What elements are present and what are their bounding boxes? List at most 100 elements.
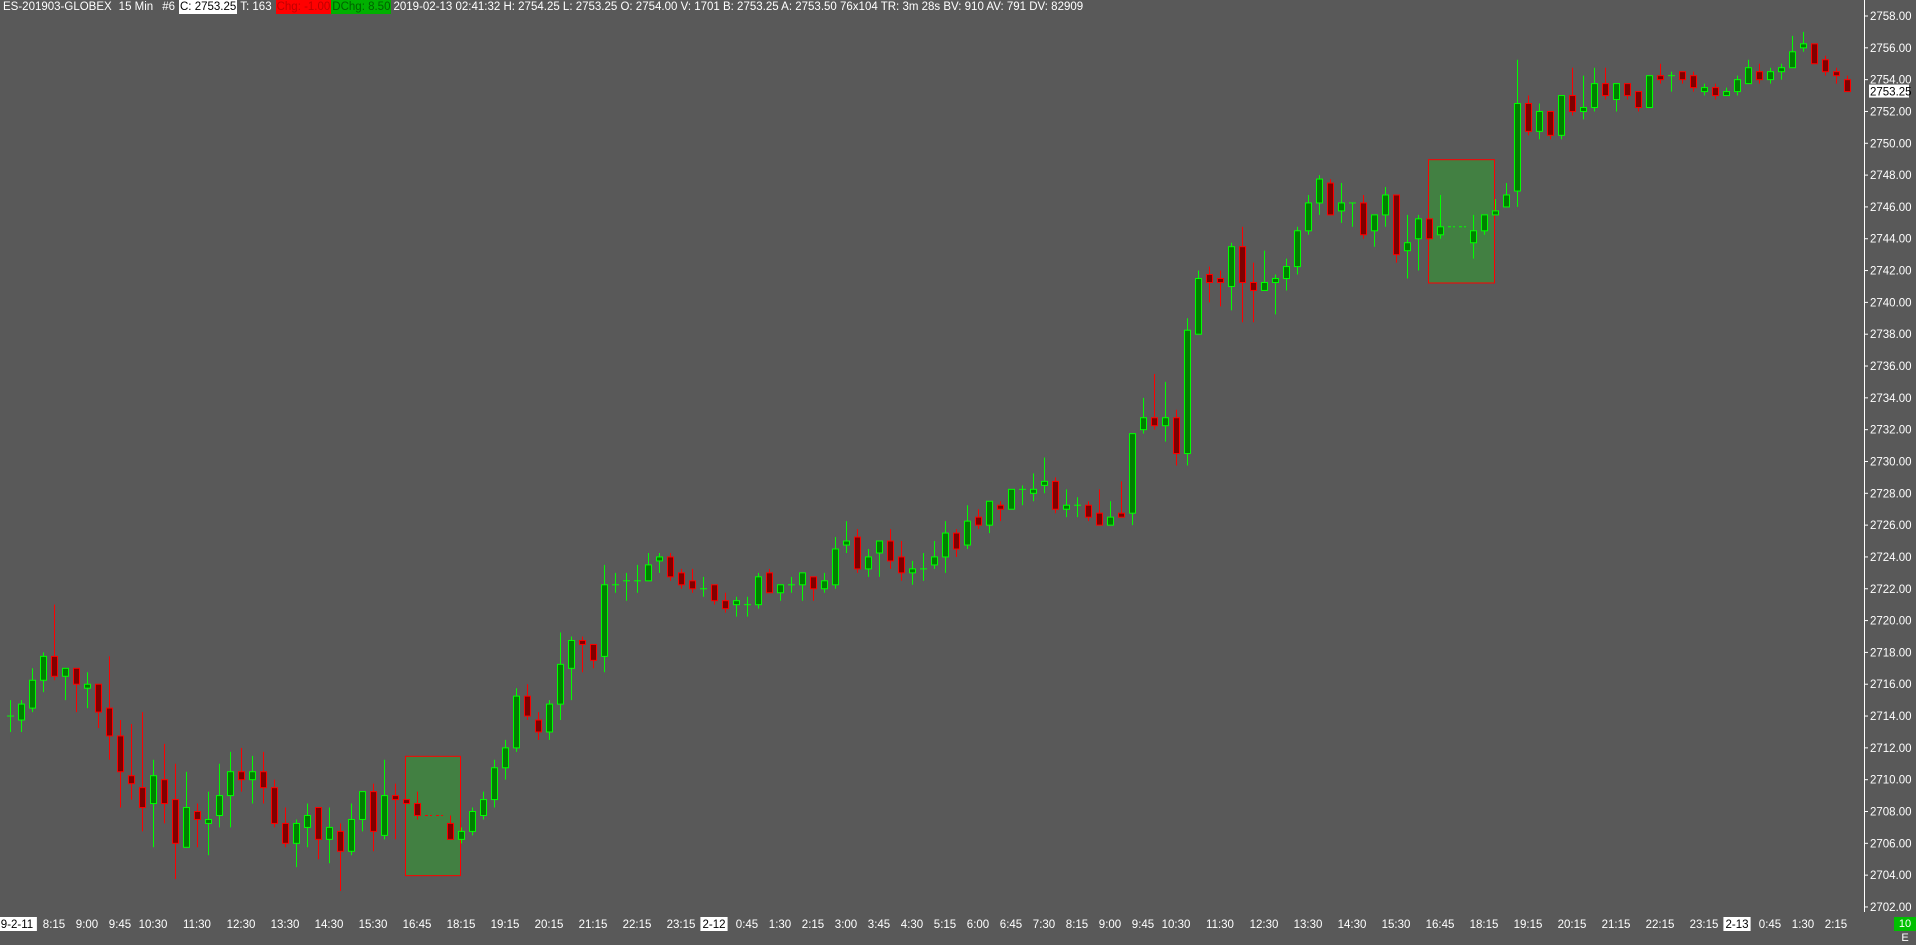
candle: [337, 823, 344, 892]
candle: [293, 819, 300, 868]
candle: [1217, 270, 1224, 307]
candle: [579, 636, 586, 673]
candle-body: [216, 795, 223, 816]
candle: [667, 552, 674, 581]
price-tick-label: 2728.00: [1870, 488, 1912, 500]
candle-body: [1294, 230, 1301, 268]
time-label: 7:30: [1033, 919, 1055, 931]
candle-body: [1536, 110, 1543, 132]
candle-body: [1646, 75, 1653, 108]
candle: [942, 521, 949, 573]
candle-body: [1008, 488, 1015, 510]
candle-body: [1679, 71, 1686, 81]
candle-body: [1360, 202, 1367, 236]
candle: [1173, 409, 1180, 466]
time-label: 18:15: [1470, 919, 1499, 931]
candle: [1096, 489, 1103, 526]
candle: [1591, 67, 1598, 112]
candle-body: [73, 667, 80, 685]
candle-body: [942, 532, 949, 558]
candle: [183, 771, 190, 848]
price-tick-label: 2704.00: [1870, 870, 1912, 882]
candle: [172, 763, 179, 880]
chart-number: #6: [162, 1, 175, 13]
price-tick-label: 2734.00: [1870, 393, 1912, 405]
candle-body: [1690, 75, 1697, 89]
candle-body: [777, 584, 784, 594]
candle-body: [865, 556, 872, 570]
price-tick-label: 2738.00: [1870, 329, 1912, 341]
candle: [315, 807, 322, 860]
candle-body: [1712, 87, 1719, 97]
candle: [106, 656, 113, 760]
time-label: 22:15: [623, 919, 652, 931]
candle-body: [1525, 103, 1532, 132]
time-label: 10:30: [139, 919, 168, 931]
candle-body: [513, 695, 520, 749]
candle: [1327, 179, 1334, 216]
candle-body: [1811, 43, 1818, 65]
candle-body: [1800, 43, 1807, 49]
candle: [1404, 214, 1411, 279]
candle: [1162, 381, 1169, 442]
candle: [1602, 67, 1609, 100]
candle: [1613, 83, 1620, 112]
candle-body: [128, 775, 135, 785]
candle: [95, 683, 102, 728]
candle: [40, 652, 47, 693]
candle-body: [458, 830, 465, 840]
time-axis[interactable]: 9-2-11 8:15 9:00 9:45 10:30 11:30 12:30 13:30 14…: [0, 917, 1847, 931]
candle-body: [480, 799, 487, 816]
candle: [1206, 266, 1213, 303]
candle: [502, 739, 509, 780]
price-tick-label: 2732.00: [1870, 425, 1912, 437]
candle-body: [1096, 512, 1103, 526]
candle-body: [1173, 417, 1180, 455]
candle-body: [579, 639, 586, 645]
candle: [909, 560, 916, 585]
candle-body: [183, 807, 190, 848]
date-label-box: [0, 917, 37, 931]
candle: [1250, 262, 1257, 323]
candle: [1382, 187, 1389, 227]
time-label: 0:45: [1759, 919, 1781, 931]
candle-body: [1657, 75, 1664, 81]
candle: [1272, 274, 1279, 315]
time-label: 6:45: [1000, 919, 1022, 931]
candle: [1514, 59, 1521, 207]
candle-body: [975, 516, 982, 526]
candle-body: [1778, 67, 1785, 73]
price-axis[interactable]: 2702.00 2704.00 2706.00 2708.00 2710.00 2712.…: [1864, 0, 1912, 914]
time-label: 8:15: [43, 919, 65, 931]
price-tick-label: 2736.00: [1870, 361, 1912, 373]
candle: [634, 564, 641, 593]
candle: [920, 552, 927, 581]
candle-body: [1470, 230, 1477, 244]
candle-body: [1052, 480, 1059, 510]
candle: [7, 700, 14, 732]
price-tick-label: 2746.00: [1870, 202, 1912, 214]
candle-body: [876, 540, 883, 554]
candle-body: [1338, 202, 1345, 212]
candle-body: [1250, 281, 1257, 291]
candle: [546, 700, 553, 740]
candle-body: [1305, 202, 1312, 232]
price-tick-label: 2730.00: [1870, 456, 1912, 468]
candle-body: [524, 695, 531, 717]
price-tick-label: 2726.00: [1870, 520, 1912, 532]
candle-body: [887, 540, 894, 562]
candle-body: [249, 771, 256, 781]
candle: [1525, 95, 1532, 136]
candle: [117, 720, 124, 808]
candle: [1712, 83, 1719, 100]
price-tick-label: 2724.00: [1870, 552, 1912, 564]
time-label: 13:30: [271, 919, 300, 931]
price-tick-label: 2750.00: [1870, 138, 1912, 150]
candle-body: [1624, 83, 1631, 97]
candle-body: [1756, 71, 1763, 81]
candle: [1536, 103, 1543, 140]
candle: [1503, 183, 1510, 208]
candle: [1140, 397, 1147, 434]
candle-body: [1767, 71, 1774, 81]
